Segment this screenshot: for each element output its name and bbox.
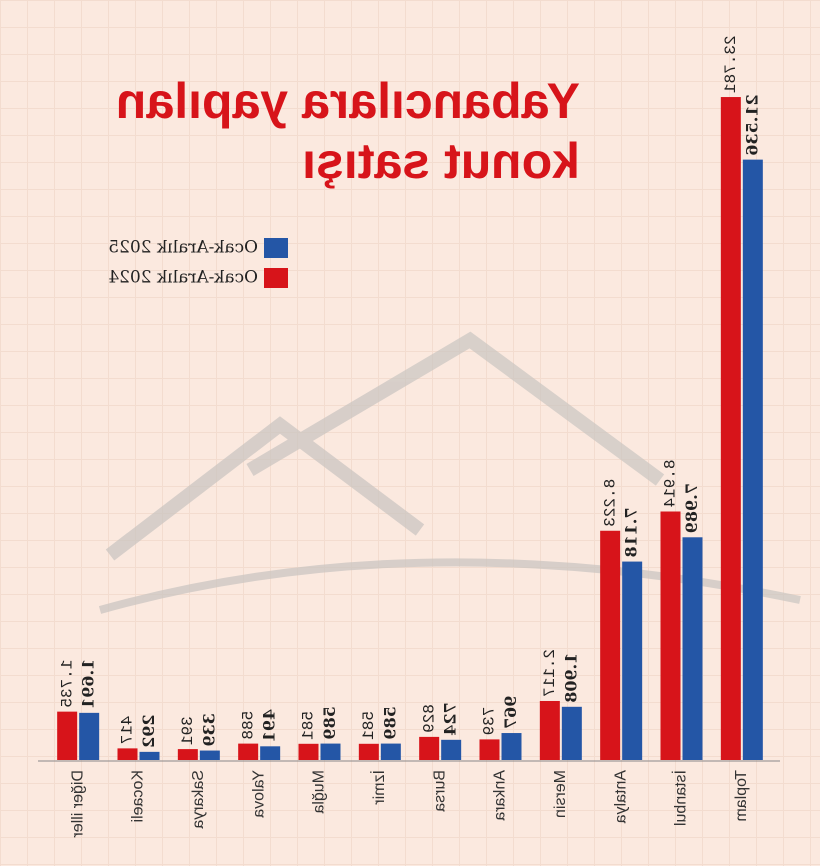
value-label: 8.914 <box>662 459 680 507</box>
value-label: 1.691 <box>79 659 98 709</box>
x-tick-label: Mersin <box>552 770 569 818</box>
value-label: 2.117 <box>541 649 559 697</box>
x-tick-label: İzmir <box>369 770 388 805</box>
bar <box>57 711 78 760</box>
bar <box>320 743 341 760</box>
bar <box>660 511 681 760</box>
bar <box>600 530 621 760</box>
chart-title: Yabancılara yapılan <box>116 73 580 129</box>
bar <box>177 749 198 760</box>
bar <box>479 739 500 760</box>
x-tick-label: Yalova <box>250 770 267 818</box>
value-label: 8.223 <box>601 479 619 527</box>
value-label: 739 <box>481 707 499 736</box>
bar <box>419 736 440 760</box>
bar <box>720 97 741 761</box>
bar <box>298 743 319 760</box>
legend-label: Ocak-Aralık 2024 <box>108 268 258 288</box>
value-label: 588 <box>239 711 257 740</box>
bar <box>682 537 703 760</box>
value-label: 589 <box>320 706 339 739</box>
x-tick-label: Diğer iller <box>69 770 86 838</box>
value-label: 7.118 <box>622 507 641 557</box>
bar <box>260 746 281 760</box>
x-tick-label: Antalya <box>612 770 629 823</box>
bar <box>358 743 379 760</box>
x-tick-label: Ankara <box>492 770 509 821</box>
bar <box>539 700 560 760</box>
legend-label: Ocak-Aralık 2025 <box>108 238 258 258</box>
value-label: 724 <box>441 702 460 735</box>
x-tick-label: Kocaeli <box>130 770 147 822</box>
value-label: 829 <box>420 704 438 733</box>
value-label: 967 <box>501 696 520 729</box>
bar <box>622 561 643 760</box>
bar <box>441 739 462 760</box>
legend-swatch <box>264 238 288 258</box>
value-label: 23.781 <box>722 35 740 93</box>
value-label: 589 <box>380 706 399 739</box>
bar <box>380 743 401 760</box>
chart-title: konut satışı <box>302 133 580 189</box>
bar <box>501 733 522 760</box>
bar <box>238 743 259 760</box>
x-tick-label: Toplam <box>733 770 750 822</box>
bar <box>199 750 220 760</box>
value-label: 7.989 <box>682 483 701 533</box>
value-label: 581 <box>360 711 378 740</box>
value-label: 417 <box>119 716 137 745</box>
x-tick-label: Sakarya <box>190 770 207 829</box>
bar <box>561 706 582 760</box>
legend-swatch <box>264 268 288 288</box>
value-label: 21.536 <box>742 94 761 155</box>
value-label: 339 <box>199 713 218 746</box>
bar <box>139 751 160 760</box>
x-tick-label: Muğla <box>311 770 328 814</box>
value-label: 1.735 <box>58 660 76 708</box>
bar <box>742 159 763 761</box>
bar <box>117 748 138 760</box>
bar <box>79 712 100 760</box>
value-label: 491 <box>260 709 279 742</box>
x-tick-label: İstanbul <box>671 770 690 826</box>
x-tick-label: Bursa <box>431 770 448 812</box>
chart-root: Yabancılara yapılan konut satışı Ocak-Ar… <box>38 35 780 838</box>
value-label: 391 <box>179 716 197 745</box>
value-label: 581 <box>300 711 318 740</box>
value-label: 292 <box>139 714 158 747</box>
value-label: 1.908 <box>561 653 580 703</box>
